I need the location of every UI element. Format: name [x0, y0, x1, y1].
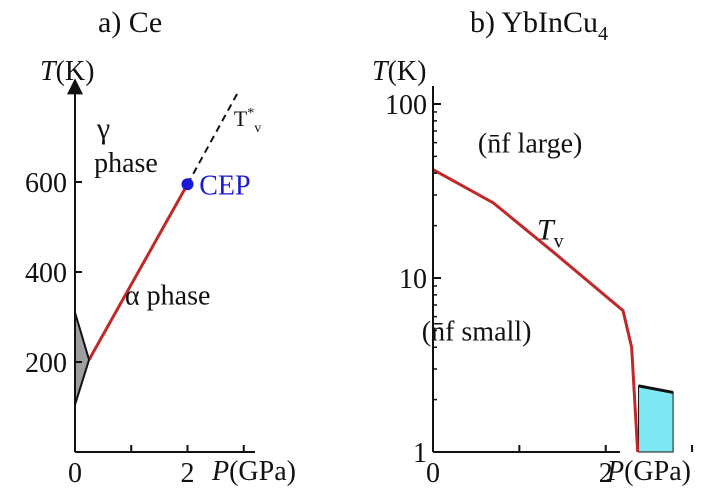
panel-a-annotation-4: α phase [125, 281, 210, 312]
panel-a-series-2 [74, 312, 91, 361]
panel-b-annotation-0: (n̄f large) [478, 129, 582, 160]
panel-b-shaded-region-0 [638, 385, 674, 453]
panel-a-series-1 [186, 91, 240, 185]
panel-a-y-tick-label: 600 [25, 168, 67, 199]
panel-a-y-tick-label: 200 [25, 348, 67, 379]
panel-a-x-tick-label: 0 [68, 458, 82, 489]
panel-b-text: 1 10 100 0 2 T(K) P(GPa) (n̄f large) Tv (n̄f smal… [372, 56, 691, 489]
panel-a-y-label: T(K) [40, 56, 94, 87]
panel-b-y-label: T(K) [372, 56, 426, 87]
panel-b-title: b) YbInCu4 [470, 6, 608, 45]
panel-b-ybincu4: b) YbInCu4 1 10 100 0 2 T(K) P(GPa) (n̄f large)… [372, 6, 694, 489]
panel-b-series-tv [432, 168, 640, 453]
panel-b-annotation-2: (n̄f small) [422, 316, 532, 347]
panel-a-title: a) Ce [98, 6, 162, 39]
panel-b-y-tick-label: 100 [385, 90, 427, 121]
panel-b-annotation-tv: Tv [537, 213, 564, 252]
panel-a-y-tick-label: 400 [25, 258, 67, 289]
panel-a-annotation-1: phase [94, 148, 158, 179]
panel-b-y-tick-label: 1 [413, 438, 427, 469]
panel-b-series-1 [638, 384, 674, 394]
panel-a-marks [74, 91, 245, 452]
panel-b-x-tick-label: 0 [426, 458, 440, 489]
panel-a-series-0 [87, 183, 189, 361]
panel-a-shaded-region-0 [75, 312, 90, 405]
panel-a-annotation-tv: T*v [234, 106, 261, 136]
panel-a-point-cep [181, 178, 194, 191]
panel-a-series-3 [74, 359, 91, 406]
panel-b-y-tick-label: 10 [399, 264, 427, 295]
panel-b-x-label: P(GPa) [606, 456, 691, 487]
panel-b-x-tick-label: 2 [599, 458, 613, 489]
panel-a-x-tick-label: 2 [181, 458, 195, 489]
panel-a-x-label: P(GPa) [211, 456, 296, 487]
panel-a-annotation-0: γ [96, 112, 110, 145]
panel-a-annotation-cep: CEP [199, 170, 250, 201]
